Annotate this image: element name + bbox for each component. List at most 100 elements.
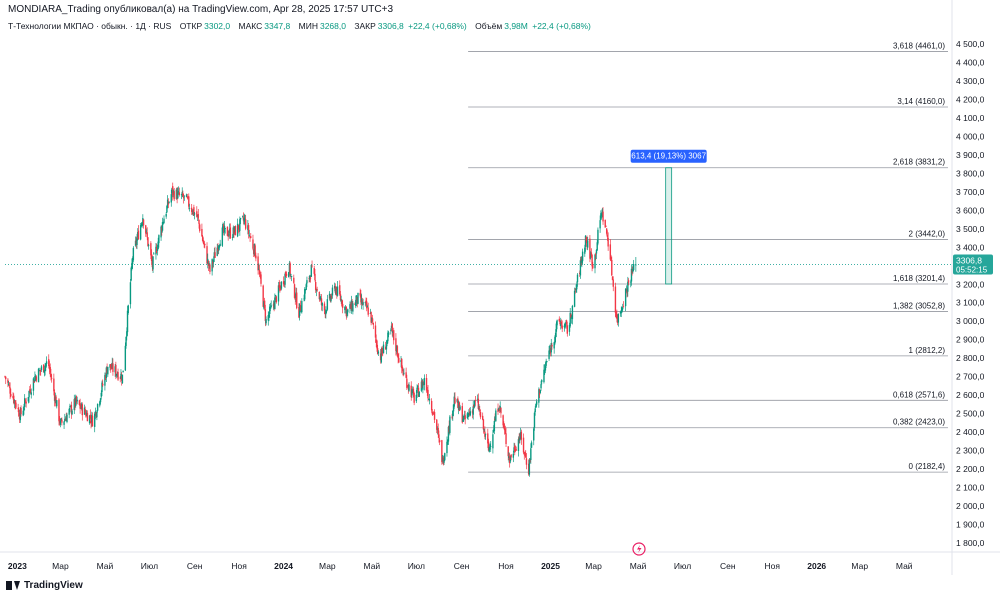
candle: [43, 369, 46, 377]
candle-body: [63, 421, 65, 425]
candle-body: [173, 191, 175, 200]
candle: [630, 264, 633, 286]
candle-body: [554, 336, 556, 344]
candle-body: [161, 222, 164, 231]
time-axis[interactable]: 2023 Мар Май Июл Сен Ноя 2024 Мар Май Июл Сен Ноя 20…: [8, 561, 913, 571]
candle: [376, 339, 378, 352]
candle-body: [376, 340, 378, 349]
candle-body: [183, 195, 186, 197]
candle-body: [422, 382, 424, 390]
candle-body: [18, 416, 21, 420]
candle-body: [360, 295, 362, 303]
candle: [166, 204, 168, 214]
symbol-label[interactable]: Т-Технологии МКПАО · обыкн. · 1Д · RUS: [8, 21, 172, 31]
candle-body: [374, 325, 377, 338]
candle: [44, 362, 46, 376]
candle-body: [263, 300, 266, 308]
candle-body: [321, 303, 323, 306]
candle: [336, 281, 339, 297]
candle-body: [166, 206, 168, 213]
candle-body: [382, 344, 385, 354]
candle: [425, 374, 428, 393]
candle: [173, 187, 175, 202]
candle-body: [311, 265, 313, 267]
candle: [294, 293, 296, 305]
candle-body: [471, 410, 474, 414]
candle-body: [218, 245, 221, 248]
candle: [167, 198, 170, 209]
candle-body: [371, 317, 373, 322]
candlestick-series: [4, 182, 637, 477]
candle: [447, 425, 450, 445]
candle: [34, 371, 36, 383]
candle-body: [115, 374, 118, 376]
candle-body: [533, 412, 536, 428]
candle: [237, 225, 240, 234]
candle-body: [545, 362, 547, 366]
candle-body: [426, 391, 428, 393]
candle: [272, 300, 275, 310]
candle-body: [111, 362, 113, 368]
candle: [182, 194, 185, 204]
candle: [524, 451, 526, 457]
candle-body: [497, 408, 499, 412]
candle-body: [191, 207, 193, 212]
candle: [192, 209, 194, 216]
candle: [45, 356, 48, 368]
candle-body: [78, 400, 81, 405]
candle-body: [464, 415, 466, 420]
time-tick-label: 2025: [541, 561, 560, 571]
candle: [4, 375, 6, 379]
candle: [430, 398, 433, 413]
candle: [366, 304, 369, 308]
candle-body: [413, 392, 415, 403]
candle-body: [395, 338, 397, 352]
price-tick-label: 2 900,0: [956, 335, 985, 345]
candle: [59, 418, 62, 428]
candle: [535, 403, 537, 408]
candle: [136, 233, 138, 250]
candle: [401, 358, 403, 374]
candle: [101, 380, 103, 397]
candle-body: [425, 378, 428, 391]
price-range-measure[interactable]: 613,4 (19,13%) 3067: [630, 149, 707, 285]
candle: [540, 380, 542, 391]
candle-body: [600, 213, 602, 218]
candle-body: [336, 287, 338, 296]
candle-body: [436, 419, 438, 430]
candle-body: [474, 400, 477, 402]
measure-range-band[interactable]: [665, 167, 673, 285]
candle: [393, 327, 395, 345]
candle-body: [274, 297, 276, 310]
candle-body: [538, 389, 541, 395]
candle: [120, 369, 122, 380]
candle-body: [211, 259, 213, 272]
lightning-icon[interactable]: [632, 542, 646, 556]
candle: [320, 296, 322, 302]
change-value: +22,4 (+0,68%): [408, 21, 467, 31]
candle: [449, 414, 451, 436]
candle: [257, 253, 259, 275]
candle: [615, 311, 617, 319]
candle: [5, 376, 7, 385]
fibonacci-extension[interactable]: 0 (2182,4) 0,382 (2423,0) 0,618 (2571,6) 1 …: [5, 41, 952, 473]
candle-body: [518, 437, 520, 440]
candle-body: [69, 405, 72, 407]
candle-body: [201, 236, 204, 241]
candle-body: [277, 285, 280, 302]
candle: [85, 409, 87, 418]
candle: [121, 374, 124, 385]
candle-body: [560, 321, 563, 325]
candle: [400, 355, 402, 368]
candle: [187, 196, 189, 199]
candle-body: [607, 237, 609, 247]
candle-body: [406, 378, 408, 388]
price-axis[interactable]: 1 800,0 1 900,0 2 000,0 2 100,0 2 200,0 2 300…: [956, 39, 985, 548]
candle: [621, 306, 623, 313]
fib-level-label: 1,618 (3201,4): [893, 274, 945, 283]
candle: [479, 405, 481, 416]
candle: [346, 309, 348, 318]
candle: [418, 391, 420, 397]
candle: [616, 313, 619, 326]
